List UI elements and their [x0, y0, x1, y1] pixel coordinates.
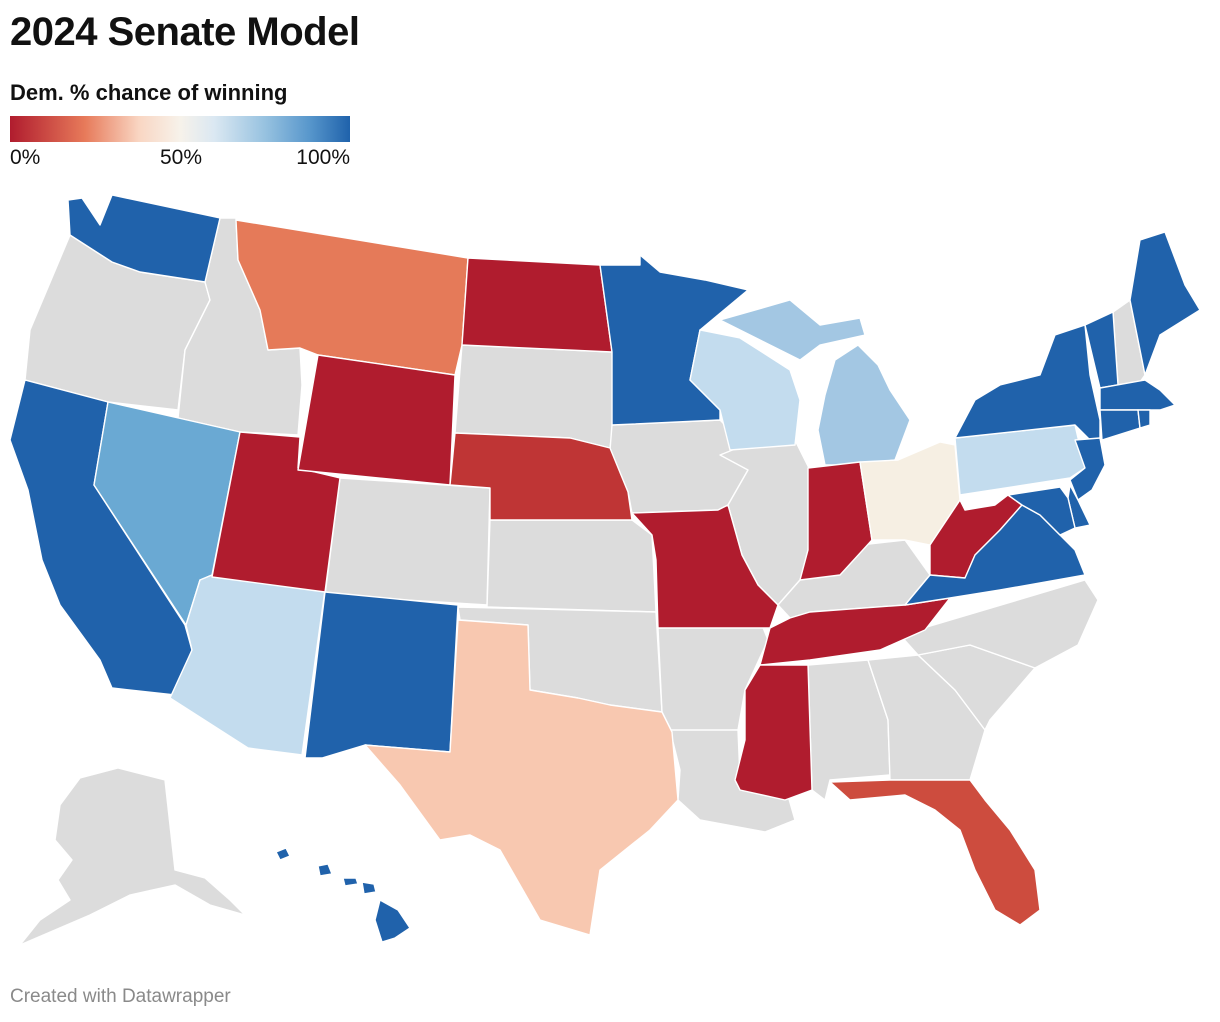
state-az[interactable] — [169, 574, 326, 756]
state-nj[interactable] — [1069, 437, 1106, 501]
state-tx[interactable] — [364, 619, 679, 936]
legend-ticks: 0% 50% 100% — [10, 146, 350, 174]
state-ny[interactable] — [954, 324, 1101, 441]
state-md[interactable] — [1007, 486, 1076, 536]
us-states-map — [9, 194, 1201, 946]
state-ri[interactable] — [1137, 409, 1151, 429]
state-de[interactable] — [1067, 484, 1091, 529]
state-ne[interactable] — [449, 432, 633, 521]
state-ak[interactable] — [19, 767, 246, 946]
legend-title: Dem. % chance of winning — [10, 80, 288, 105]
state-nc[interactable] — [899, 579, 1099, 669]
legend-tick-0: 0% — [10, 146, 41, 169]
state-wa[interactable] — [67, 194, 221, 283]
legend-gradient-bar — [10, 116, 350, 142]
state-ks[interactable] — [486, 519, 657, 613]
state-ms[interactable] — [734, 664, 813, 801]
state-la[interactable] — [669, 729, 796, 833]
state-hi[interactable] — [275, 847, 411, 943]
state-mi-lower[interactable] — [817, 344, 911, 466]
legend-tick-100: 100% — [296, 146, 350, 169]
color-legend: Dem. % chance of winning 0% 50% 100% — [10, 80, 350, 174]
state-sd[interactable] — [454, 344, 615, 449]
credit-text: Created with Datawrapper — [10, 986, 231, 1007]
state-ut[interactable] — [211, 431, 341, 593]
state-ct[interactable] — [1099, 409, 1141, 441]
state-me[interactable] — [1129, 231, 1201, 376]
state-mi-upper[interactable] — [719, 299, 866, 361]
map-title: 2024 Senate Model — [10, 10, 360, 54]
legend-tick-50: 50% — [160, 146, 203, 169]
state-nd[interactable] — [461, 257, 613, 353]
state-co[interactable] — [324, 477, 491, 606]
state-wy[interactable] — [297, 354, 456, 486]
state-nm[interactable] — [304, 591, 459, 759]
state-tn[interactable] — [759, 597, 951, 666]
state-mo[interactable] — [631, 504, 779, 629]
state-fl[interactable] — [829, 779, 1041, 926]
state-wi[interactable] — [689, 329, 801, 451]
